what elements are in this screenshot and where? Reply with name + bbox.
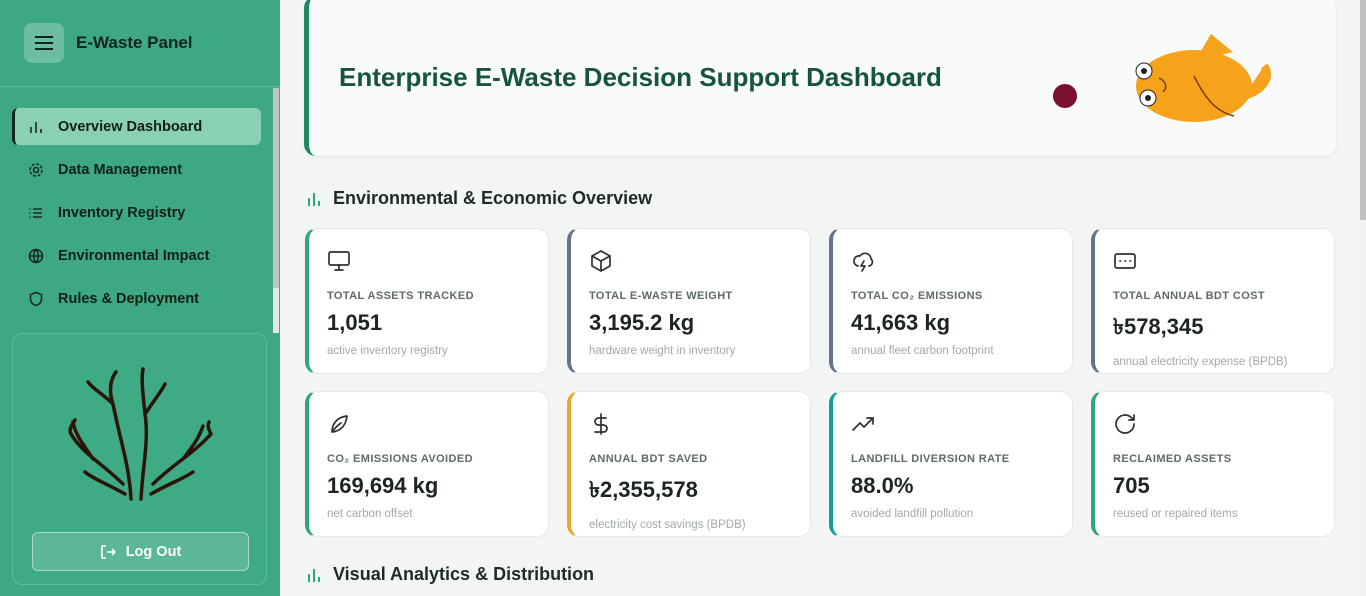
kpi-value: ৳578,345 [1113, 314, 1204, 339]
kpi-card: ANNUAL BDT SAVED ৳2,355,578 electricity co… [567, 391, 811, 537]
logout-button[interactable]: Log Out [32, 532, 249, 571]
kpi-icon [853, 252, 874, 272]
hero-banner: Enterprise E-Waste Decision Support Dash… [304, 0, 1336, 156]
kpi-value: 169,694 kg [327, 473, 439, 498]
nav-icon [30, 121, 42, 133]
dashboard-title: Enterprise E-Waste Decision Support Dash… [339, 62, 942, 92]
section-title: Visual Analytics & Distribution [333, 564, 595, 584]
kpi-label: ANNUAL BDT SAVED [589, 453, 708, 465]
kpi-note: reused or repaired items [1113, 508, 1238, 520]
kpi-note: annual electricity expense (BPDB) [1113, 356, 1288, 368]
kpi-value: ৳2,355,578 [589, 477, 698, 502]
cat-illustration [1053, 33, 1272, 122]
kpi-icon [331, 415, 348, 433]
kpi-card: RECLAIMED ASSETS 705 reused or repaired it… [1091, 391, 1335, 537]
kpi-icon [594, 413, 608, 435]
kpi-icon [328, 251, 350, 271]
kpi-label: LANDFILL DIVERSION RATE [851, 453, 1010, 465]
kpi-card: TOTAL CO₂ EMISSIONS 41,663 kg annual fleet… [829, 228, 1073, 374]
tree-illustration [68, 367, 213, 501]
kpi-value: 1,051 [327, 310, 383, 335]
kpi-note: electricity cost savings (BPDB) [589, 519, 746, 531]
nav-icon [28, 248, 44, 263]
scroll-thumb [1360, 0, 1366, 220]
kpi-card: LANDFILL DIVERSION RATE 88.0% avoided land… [829, 391, 1073, 537]
nav-item[interactable]: Overview Dashboard [12, 108, 261, 145]
scroll-thumb [273, 88, 279, 288]
kpi-icon [1115, 414, 1135, 434]
kpi-label: TOTAL E-WASTE WEIGHT [589, 290, 733, 302]
kpi-icon [852, 417, 874, 431]
kpi-value: 41,663 kg [851, 310, 951, 335]
kpi-note: annual fleet carbon footprint [851, 345, 994, 357]
kpi-label: CO₂ EMISSIONS AVOIDED [327, 453, 473, 465]
kpi-note: hardware weight in inventory [589, 345, 736, 357]
nav-label: Environmental Impact [58, 247, 210, 264]
kpi-label: TOTAL ASSETS TRACKED [327, 290, 474, 302]
nav-icon [29, 162, 43, 177]
kpi-card: TOTAL ASSETS TRACKED 1,051 active inventor… [305, 228, 549, 374]
section-heading: Environmental & Economic Overview [307, 188, 652, 209]
section-heading: Visual Analytics & Distribution [307, 564, 594, 585]
nav-label: Data Management [58, 161, 183, 178]
nav-item[interactable]: Data Management [12, 151, 261, 188]
kpi-icon [1114, 253, 1136, 269]
kpi-value: 3,195.2 kg [589, 310, 695, 335]
kpi-note: active inventory registry [327, 345, 448, 357]
sidebar: E-Waste Panel Overview Dashboard Data Man… [0, 0, 280, 596]
kpi-label: TOTAL ANNUAL BDT COST [1113, 290, 1266, 302]
kpi-label: RECLAIMED ASSETS [1113, 453, 1232, 465]
menu-button[interactable] [24, 23, 64, 63]
kpi-value: 705 [1113, 473, 1150, 498]
kpi-value: 88.0% [851, 473, 914, 498]
nav-icon [29, 207, 42, 218]
brand-row: E-Waste Panel [0, 0, 280, 87]
nav-icon [29, 291, 43, 306]
nav-item[interactable]: Inventory Registry [12, 194, 261, 231]
logout-icon [100, 544, 116, 559]
section-title: Environmental & Economic Overview [333, 188, 653, 208]
kpi-note: avoided landfill pollution [851, 508, 974, 520]
tree-panel: Log Out [12, 333, 267, 585]
chart-icon [308, 192, 320, 206]
brand: E-Waste Panel [76, 33, 193, 52]
kpi-card: TOTAL E-WASTE WEIGHT 3,195.2 kg hardware w… [567, 228, 811, 374]
nav-list: Overview Dashboard Data Management Invento… [12, 108, 261, 323]
page-scrollbar [1360, 0, 1366, 596]
nav-label: Overview Dashboard [58, 118, 203, 135]
kpi-card: TOTAL ANNUAL BDT COST ৳578,345 annual elec… [1091, 228, 1335, 374]
kpi-card: CO₂ EMISSIONS AVOIDED 169,694 kg net carbo… [305, 391, 549, 537]
nav-item[interactable]: Rules & Deployment [12, 280, 261, 317]
kpi-label: TOTAL CO₂ EMISSIONS [851, 290, 983, 302]
kpi-icon [591, 250, 611, 272]
menu-icon [35, 36, 53, 50]
chart-icon [308, 568, 320, 582]
nav-label: Inventory Registry [58, 204, 186, 221]
nav-item[interactable]: Environmental Impact [12, 237, 261, 274]
logout-label: Log Out [125, 543, 182, 560]
scrollbar [273, 88, 279, 333]
kpi-note: net carbon offset [327, 508, 413, 520]
nav-label: Rules & Deployment [58, 290, 199, 307]
